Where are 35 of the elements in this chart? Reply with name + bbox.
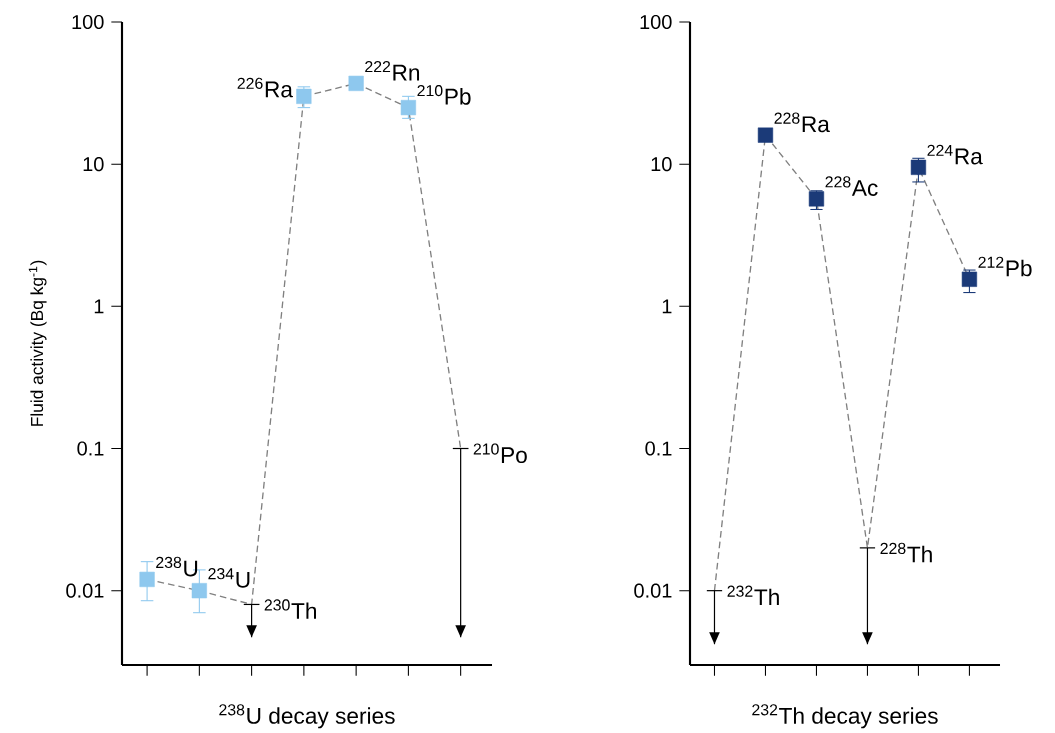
- y-tick-label: 10: [651, 157, 672, 172]
- y-tick-label: 10: [83, 157, 104, 172]
- annotation: $^{224}$Ra: [927, 144, 983, 165]
- annotation: $^{228}$Ac: [825, 176, 878, 196]
- point: [400, 99, 416, 116]
- point: [910, 159, 927, 175]
- annotation: $^{222}$Rn: [365, 61, 420, 81]
- annotation: $^{232}$Th: [727, 585, 779, 606]
- annotation: $^{228}$Th: [880, 542, 932, 563]
- point: [757, 127, 774, 143]
- annotation: $^{210}$Po: [473, 443, 527, 464]
- point: [348, 75, 364, 91]
- annotation: $^{226}$Ra: [237, 77, 293, 98]
- annotation: $^{210}$Pb: [417, 85, 471, 105]
- point: [296, 88, 312, 104]
- y-tick-label: 0.01: [66, 583, 104, 598]
- y-tick-label: 0.1: [77, 441, 104, 456]
- y-axis-title: Fluid activity (Bq kg$^{-1}$): [28, 260, 47, 426]
- point: [139, 571, 155, 588]
- y-tick-label: 100: [640, 14, 672, 30]
- point: [961, 271, 978, 287]
- annotation: $^{212}$Pb: [978, 256, 1032, 277]
- annotation: $^{238}$U: [156, 556, 198, 577]
- point: [191, 583, 207, 599]
- x-axis-title: $^{232}$Th decay series: [752, 704, 938, 729]
- annotation: $^{230}$Th: [264, 599, 316, 619]
- y-tick-label: 1: [662, 299, 672, 314]
- point: [808, 191, 825, 207]
- annotation: $^{228}$Ra: [774, 112, 830, 133]
- y-tick-label: 1: [94, 299, 104, 314]
- y-tick-label: 100: [72, 14, 104, 30]
- annotation: $^{234}$U: [208, 568, 250, 588]
- y-tick-label: 0.1: [645, 441, 672, 456]
- y-tick-label: 0.01: [634, 583, 672, 598]
- x-axis-title: $^{238}$U decay series: [219, 704, 395, 729]
